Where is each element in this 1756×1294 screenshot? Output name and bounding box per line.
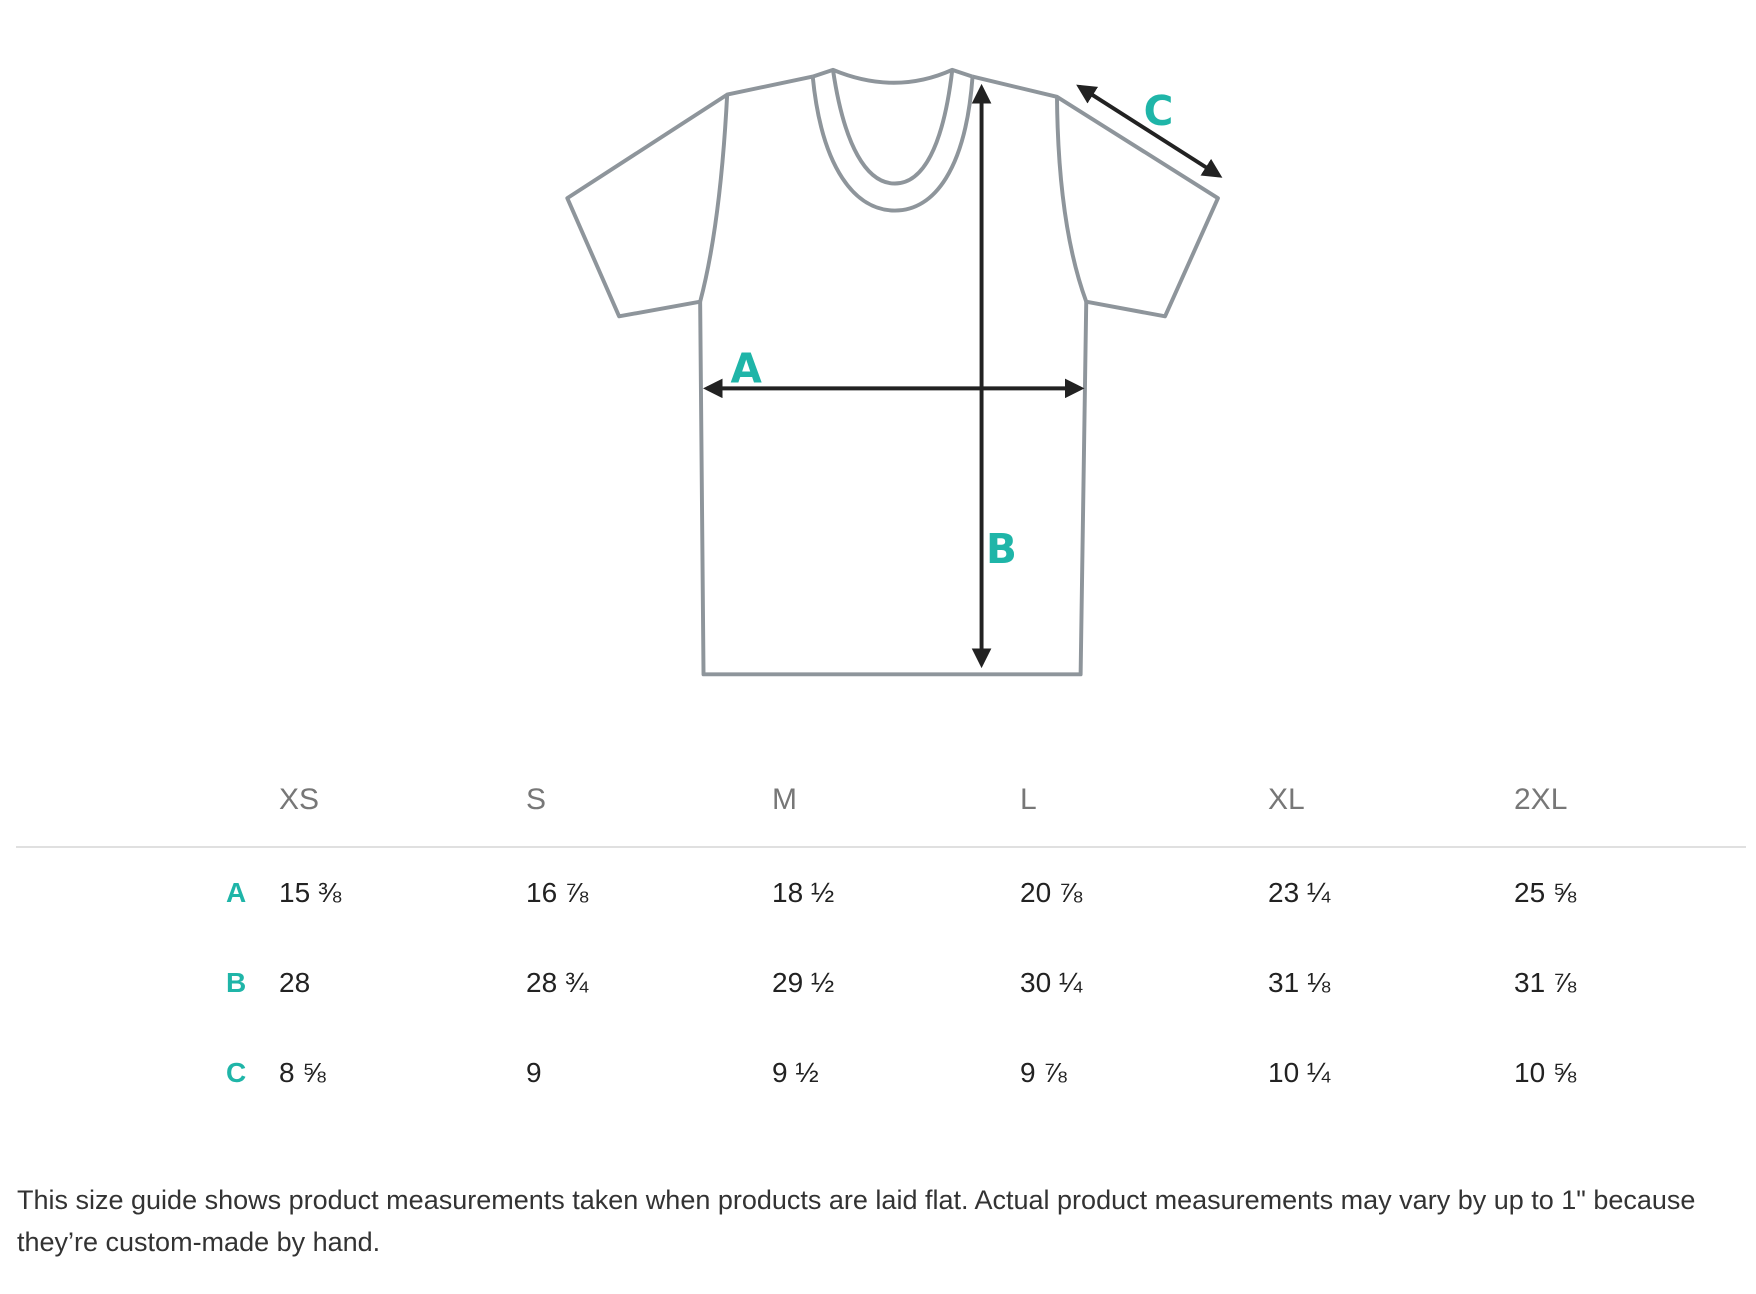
size-xs: XS [279,783,320,816]
measurement-cell: 20 ⅞ [1020,877,1083,908]
arrow-c [1076,84,1223,178]
measurement-cell: 10 ¼ [1268,1057,1331,1088]
measurement-cell: 16 ⅞ [526,877,589,908]
measurement-cell: 28 [279,967,311,998]
measurement-cell: 9 ⅞ [1020,1057,1067,1088]
measurement-cell: 31 ⅞ [1514,967,1577,998]
row-label: C [226,1057,247,1088]
size-m: M [772,783,797,816]
tshirt-outline [565,67,1220,677]
measurement-cell: 23 ¼ [1268,877,1331,908]
measurement-cell: 15 ⅜ [279,877,342,908]
label-b: B [986,525,1017,573]
size-guide-note: This size guide shows product measuremen… [17,1185,1696,1257]
size-l: L [1020,783,1037,816]
row-label: B [226,967,247,998]
size-2xl: 2XL [1514,783,1568,816]
measurement-cell: 30 ¼ [1020,967,1083,998]
measurement-cell: 9 ½ [772,1057,819,1088]
row-label: A [226,877,247,908]
label-c: C [1144,87,1174,135]
header-divider [16,846,1746,848]
label-a: A [731,345,763,393]
measurement-cell: 25 ⅝ [1514,877,1577,908]
measurement-cell: 31 ⅛ [1268,967,1331,998]
size-xl: XL [1268,783,1305,816]
measurement-cell: 28 ¾ [526,967,589,998]
size-s: S [526,783,547,816]
measurement-arrows [702,83,1223,669]
measurement-cell: 18 ½ [772,877,835,908]
measurement-cell: 9 [526,1057,542,1088]
measurement-cell: 8 ⅝ [279,1057,326,1088]
measurement-cell: 10 ⅝ [1514,1057,1577,1088]
measurement-cell: 29 ½ [772,967,835,998]
